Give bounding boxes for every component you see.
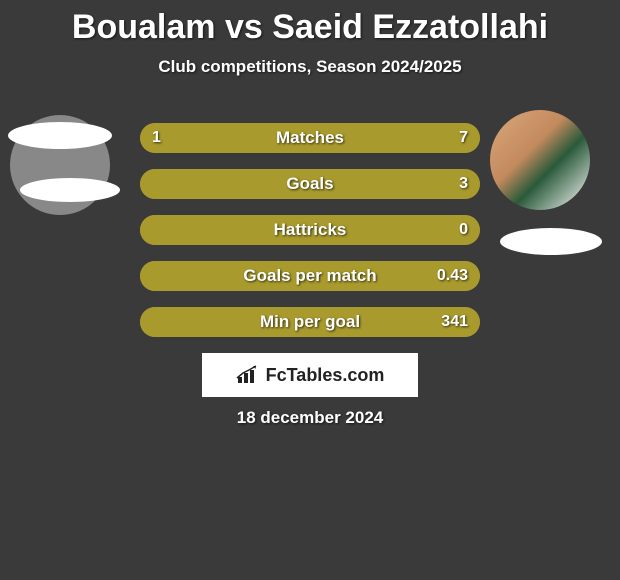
stat-label: Goals [140,169,480,199]
decorative-ellipse [500,228,602,255]
stat-value-right: 341 [441,307,468,337]
stat-value-right: 0.43 [437,261,468,291]
stat-label: Goals per match [140,261,480,291]
page-title: Boualam vs Saeid Ezzatollahi [0,0,620,47]
stat-row: Matches1 7 [140,123,480,153]
stat-value-right: 0 [459,215,468,245]
stat-value-right: 3 [459,169,468,199]
player-right-avatar [490,110,590,210]
stat-label: Hattricks [140,215,480,245]
stat-row: Goals3 [140,169,480,199]
logo-text: FcTables.com [266,365,385,386]
stat-label: Min per goal [140,307,480,337]
stat-row: Goals per match0.43 [140,261,480,291]
decorative-ellipse [20,178,120,202]
fctables-logo: FcTables.com [202,353,418,397]
stat-row: Hattricks0 [140,215,480,245]
date-line: 18 december 2024 [0,408,620,428]
stat-row: Min per goal341 [140,307,480,337]
stat-label: Matches [140,123,480,153]
decorative-ellipse [8,122,112,149]
stat-value-right: 7 [459,123,468,153]
subtitle: Club competitions, Season 2024/2025 [0,57,620,77]
stat-bars: Matches1 7 Goals3 Hattricks0 Goals per match… [140,123,480,353]
bar-chart-icon [236,365,260,385]
stat-value-left: 1 [152,123,161,153]
